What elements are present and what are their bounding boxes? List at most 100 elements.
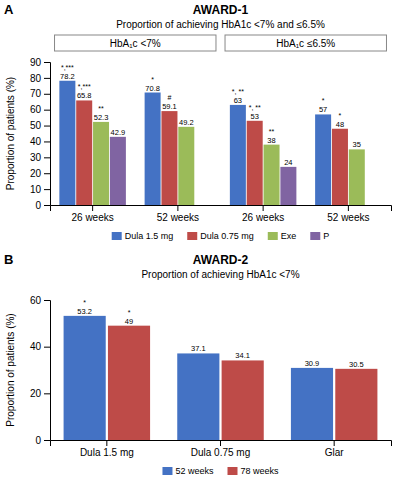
legend-label: 52 weeks	[175, 466, 214, 476]
bar	[145, 93, 161, 205]
bar	[161, 111, 177, 205]
y-tick-label: 60	[30, 295, 42, 306]
bar	[332, 129, 348, 205]
x-tick: 52 weeks	[327, 205, 369, 223]
bar	[108, 326, 150, 440]
y-tick: 0	[35, 200, 50, 211]
legend-label: Exe	[281, 231, 297, 241]
legend-item: Dula 1.5 mg	[112, 231, 174, 241]
bar	[178, 127, 194, 205]
labels: 78.2*,***70.8*63*, **57*65.8*,***59.1#53…	[60, 64, 361, 167]
labels: 53.2*37.130.949*34.130.5	[77, 299, 363, 369]
group-box-label: HbA₁c ≤6.5%	[276, 38, 335, 49]
y-tick: 10	[30, 184, 50, 195]
data-label: 30.9	[305, 359, 320, 368]
y-tick: 30	[30, 152, 50, 163]
panel: AAWARD-1Proportion of achieving HbA1c <7…	[4, 2, 392, 241]
x-tick-mark	[177, 205, 178, 211]
significance: *	[83, 299, 86, 306]
y-tick-mark	[44, 347, 50, 348]
x-tick-label: Dula 0.75 mg	[191, 447, 250, 458]
data-label: 42.9	[111, 128, 126, 137]
x-tick-label: Dula 1.5 mg	[80, 447, 134, 458]
y-axis-title: Proportion of patients (%)	[5, 77, 16, 190]
data-label: 53.2	[77, 307, 92, 316]
legend-swatch	[310, 232, 320, 240]
y-tick: 60	[30, 295, 50, 306]
legend-item: P	[310, 231, 329, 241]
bar	[335, 369, 377, 440]
group-box	[55, 35, 216, 51]
y-tick-mark	[44, 189, 50, 190]
y-tick-label: 20	[30, 388, 42, 399]
legend-swatch	[112, 232, 122, 240]
subtitle: Proportion of achieving HbA1c <7%	[141, 269, 299, 280]
data-label: 30.5	[349, 360, 364, 369]
y-tick-label: 30	[30, 152, 42, 163]
significance: *,***	[61, 64, 74, 71]
x-axis: Dula 1.5 mgDula 0.75 mgGlar	[51, 440, 392, 458]
x-tick-mark	[334, 440, 335, 446]
bars	[59, 81, 364, 205]
panel-label: A	[4, 2, 14, 17]
data-label: 63	[234, 96, 242, 105]
x-tick-label: 26 weeks	[72, 212, 114, 223]
y-tick-label: 60	[30, 104, 42, 115]
bar	[349, 149, 365, 205]
legend: 52 weeks78 weeks	[162, 466, 279, 476]
data-label: 78.2	[60, 72, 75, 81]
y-tick-mark	[44, 126, 50, 127]
data-label: 37.1	[191, 344, 206, 353]
bar	[177, 353, 219, 440]
x-tick-mark	[106, 440, 107, 446]
significance: *, **	[249, 104, 261, 111]
y-tick-label: 90	[30, 57, 42, 68]
group-boxes: HbA₁c <7%HbA₁c ≤6.5%	[55, 35, 387, 51]
data-label: 49	[125, 317, 133, 326]
bar	[230, 105, 246, 205]
legend-item: 52 weeks	[162, 466, 214, 476]
y-tick: 80	[30, 73, 50, 84]
legend-label: P	[323, 231, 329, 241]
data-label: 53	[251, 112, 259, 121]
bar	[264, 145, 280, 205]
data-label: 70.8	[145, 84, 160, 93]
x-axis: 26 weeks52 weeks26 weeks52 weeks	[51, 205, 392, 223]
bar	[110, 137, 126, 205]
y-tick-mark	[44, 78, 50, 79]
y-tick-mark	[44, 110, 50, 111]
legend-swatch	[187, 232, 197, 240]
x-tick-mark	[263, 205, 264, 211]
legend-swatch	[228, 467, 238, 475]
data-label: 34.1	[235, 351, 250, 360]
x-tick: 52 weeks	[157, 205, 199, 223]
y-axis-line	[44, 301, 51, 441]
y-tick: 40	[30, 136, 50, 147]
significance: *	[128, 309, 131, 316]
panel-label: B	[4, 252, 13, 267]
x-tick: Dula 1.5 mg	[80, 440, 134, 458]
y-tick: 60	[30, 104, 50, 115]
x-tick-mark	[92, 205, 93, 211]
y-tick-label: 40	[30, 341, 42, 352]
y-tick-mark	[44, 205, 50, 206]
bars	[64, 316, 378, 440]
y-tick-mark	[44, 300, 50, 301]
y-tick: 20	[30, 168, 50, 179]
bar	[291, 368, 333, 440]
data-label: 52.3	[94, 113, 109, 122]
y-tick-mark	[44, 62, 50, 63]
data-label: 38	[267, 136, 275, 145]
significance: *, **	[232, 88, 244, 95]
bar	[76, 100, 92, 205]
x-tick-mark	[220, 440, 221, 446]
legend-swatch	[162, 467, 172, 475]
x-axis-line	[51, 206, 392, 212]
y-tick-label: 40	[30, 136, 42, 147]
y-tick: 50	[30, 120, 50, 131]
x-tick-label: 52 weeks	[157, 212, 199, 223]
title: AWARD-1	[193, 3, 249, 17]
bar	[222, 360, 264, 440]
data-label: 35	[353, 140, 361, 149]
y-tick-mark	[44, 141, 50, 142]
